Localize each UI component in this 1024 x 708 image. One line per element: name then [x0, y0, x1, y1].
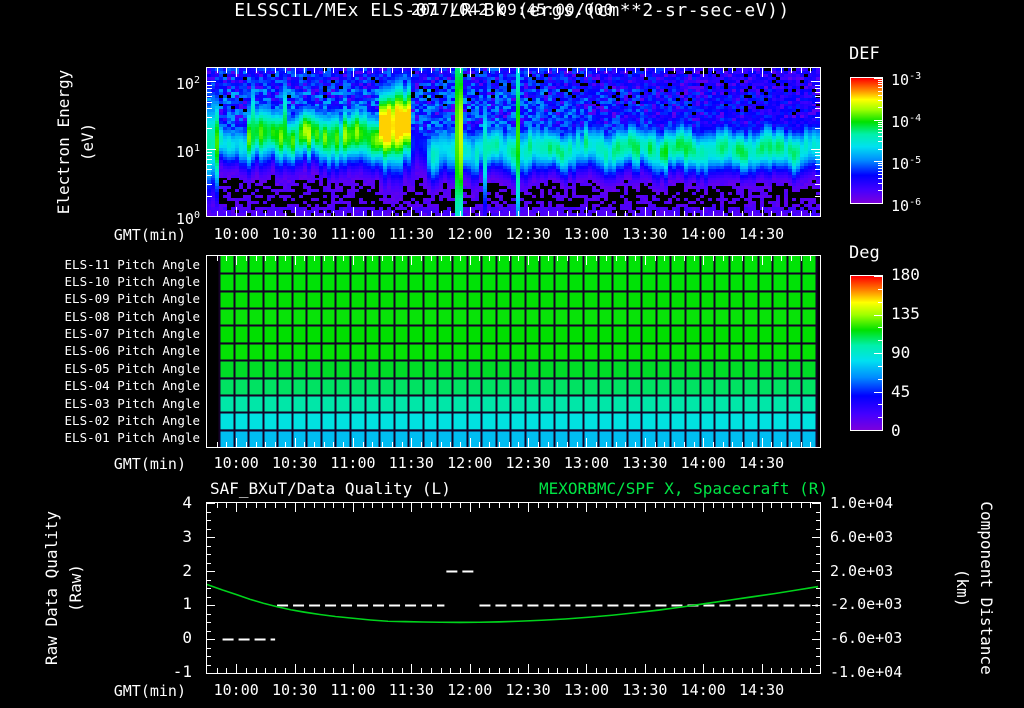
pitch-row-label: ELS-10 Pitch Angle: [64, 273, 200, 289]
gmt-label-bottom: GMT(min): [113, 682, 186, 700]
time-tick-label: 11:30: [388, 454, 434, 472]
raw-quality-ytick-label: 0: [182, 628, 192, 648]
raw-quality-ytick-label: 4: [182, 493, 192, 512]
time-tick-label: 12:00: [447, 681, 493, 699]
plot-subtitle: ELSSCIL/MEx ELS-07 LR-Bk (ergs/(cm**2-sr…: [234, 0, 790, 21]
time-tick-label: 11:00: [330, 225, 376, 243]
time-tick-label: 11:00: [330, 681, 376, 699]
raw-quality-y-axis-label: Raw Data Quality (Raw): [40, 511, 88, 665]
time-tick-label: 14:30: [739, 454, 785, 472]
spec-ytick-label: 100: [175, 210, 200, 228]
time-tick-label: 13:00: [563, 225, 610, 243]
time-tick-label: 13:00: [563, 454, 610, 472]
def-colorbar-tick-label: 10-5: [891, 155, 922, 173]
component-distance-ytick-label: -6.0e+03: [830, 629, 903, 648]
raw-quality-ytick-label: -1: [172, 662, 192, 681]
deg-colorbar-tick-label: 45: [891, 382, 911, 401]
def-colorbar-tick-label: 10-4: [891, 113, 922, 131]
spec-ytick-label: 102: [175, 75, 200, 94]
time-tick-label: 10:00: [213, 681, 259, 699]
deg-colorbar-title: Deg: [849, 243, 880, 263]
pitch-row-label: ELS-01 Pitch Angle: [64, 430, 200, 446]
bottom-title-right: MEXORBMC/SPF X, Spacecraft (R): [539, 479, 828, 498]
time-tick-label: 11:00: [330, 454, 376, 472]
time-tick-label: 10:30: [271, 454, 318, 472]
pitch-row-label: ELS-05 Pitch Angle: [64, 360, 200, 376]
component-distance-ytick-label: 2.0e+03: [830, 561, 894, 580]
component-distance-ytick-label: -2.0e+03: [830, 595, 903, 614]
spec-y-axis-label-line2: (eV): [78, 122, 97, 162]
spec-y-axis-label: Electron Energy (eV): [52, 70, 100, 215]
pitch-row-label: ELS-04 Pitch Angle: [64, 378, 200, 394]
time-tick-label: 11:30: [388, 681, 434, 699]
raw-quality-y-axis-label-line2: (Raw): [66, 563, 85, 613]
raw-quality-y-axis-label-line1: Raw Data Quality: [42, 510, 61, 666]
time-tick-label: 12:30: [505, 454, 551, 472]
pitch-row-label: ELS-02 Pitch Angle: [64, 412, 200, 428]
deg-colorbar-tick-label: 135: [891, 304, 920, 323]
time-tick-label: 10:30: [271, 225, 318, 243]
def-colorbar-tick-label: 10-3: [891, 71, 922, 89]
deg-colorbar-tick-label: 90: [891, 343, 911, 362]
component-distance-y-axis-label-line1: Component Distance: [977, 501, 996, 675]
time-tick-label: 12:00: [447, 454, 493, 472]
component-distance-ytick-label: 6.0e+03: [830, 527, 894, 546]
deg-colorbar-tick-label: 0: [891, 421, 901, 440]
def-colorbar: [850, 77, 883, 204]
time-tick-label: 14:00: [680, 454, 726, 472]
time-tick-label: 14:00: [680, 225, 726, 243]
time-tick-label: 13:00: [563, 681, 610, 699]
component-distance-ytick-label: -1.0e+04: [830, 663, 903, 681]
time-tick-label: 10:30: [271, 681, 318, 699]
pitch-row-label: ELS-06 Pitch Angle: [64, 343, 200, 359]
time-tick-label: 10:00: [213, 225, 259, 243]
pitch-row-label: ELS-08 Pitch Angle: [64, 308, 200, 324]
plot-title: 2017/042 09:45:00.000: [410, 0, 614, 19]
spec-y-axis-label-line1: Electron Energy: [54, 69, 73, 215]
time-tick-label: 14:30: [739, 681, 785, 699]
time-tick-label: 13:30: [622, 225, 668, 243]
pitch-row-label: ELS-09 Pitch Angle: [64, 291, 200, 307]
def-colorbar-tick-label: 10-6: [891, 197, 922, 215]
pitch-row-label: ELS-07 Pitch Angle: [64, 326, 200, 342]
raw-quality-ytick-label: 3: [182, 526, 192, 546]
raw-quality-ytick-label: 2: [182, 560, 192, 580]
def-colorbar-title: DEF: [849, 44, 880, 64]
time-tick-label: 11:30: [388, 225, 434, 243]
time-tick-label: 13:30: [622, 681, 668, 699]
raw-quality-ytick-label: 1: [182, 594, 192, 614]
deg-colorbar-tick-label: 180: [891, 265, 920, 284]
pitch-row-label: ELS-03 Pitch Angle: [64, 395, 200, 411]
time-tick-label: 13:30: [622, 454, 668, 472]
pitch-angle-panel: [206, 255, 821, 448]
component-distance-y-axis-label-line2: (km): [953, 568, 972, 608]
time-tick-label: 14:30: [739, 225, 785, 243]
bottom-title-left: SAF_BXuT/Data Quality (L): [210, 479, 451, 498]
quality-distance-plot: [206, 502, 821, 674]
component-distance-ytick-label: 1.0e+04: [830, 494, 894, 512]
time-tick-label: 10:00: [213, 454, 259, 472]
time-tick-label: 12:00: [447, 225, 493, 243]
deg-colorbar: [850, 275, 883, 431]
electron-energy-spectrogram: [206, 67, 821, 217]
component-distance-y-axis-label: Component Distance (km): [950, 501, 998, 674]
pitch-row-label: ELS-11 Pitch Angle: [64, 256, 200, 272]
time-tick-label: 12:30: [505, 681, 551, 699]
gmt-label-top: GMT(min): [113, 226, 186, 244]
time-tick-label: 14:00: [680, 681, 726, 699]
time-tick-label: 12:30: [505, 225, 551, 243]
gmt-label-middle: GMT(min): [113, 455, 186, 473]
spec-ytick-label: 101: [175, 142, 200, 161]
